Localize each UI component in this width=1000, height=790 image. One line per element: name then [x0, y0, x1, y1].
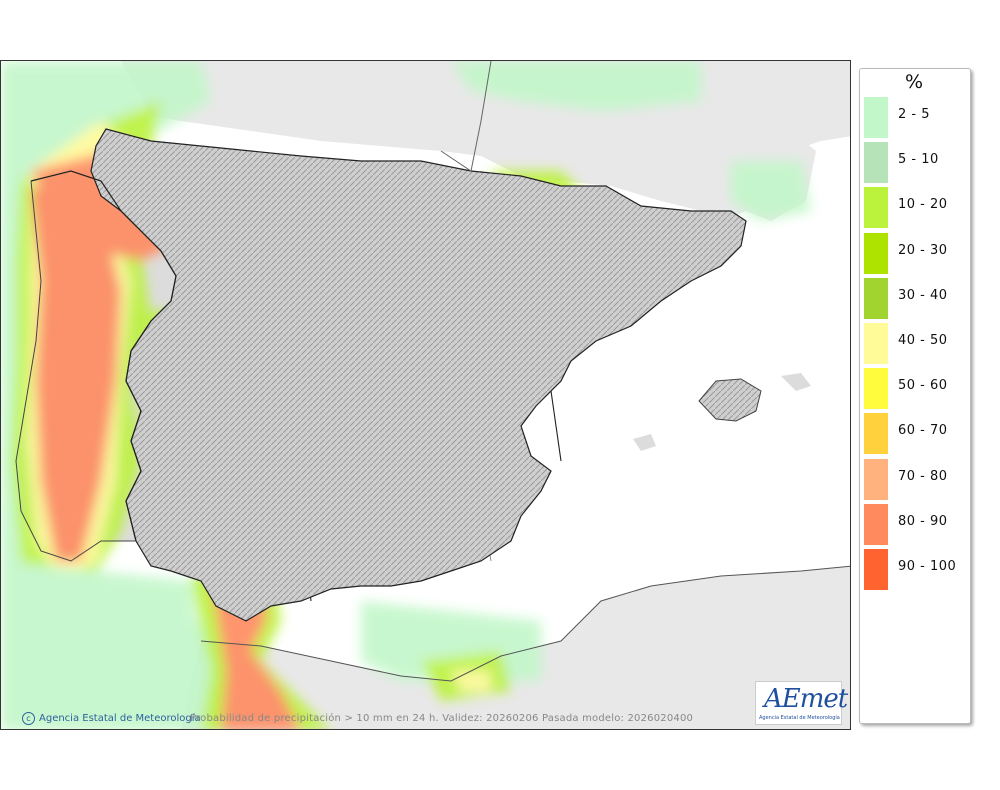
legend-unit: % [904, 71, 924, 93]
legend-swatch [864, 97, 888, 138]
legend-label: 2 - 5 [898, 107, 930, 122]
legend-label: 50 - 60 [898, 378, 948, 394]
legend-label: 40 - 50 [898, 333, 948, 348]
legend-row: 10 - 20 [864, 183, 968, 229]
legend-swatch [864, 368, 888, 410]
legend-swatch [864, 187, 888, 229]
legend-label: 80 - 90 [898, 513, 948, 529]
logo-wordmark: AEmet [764, 684, 848, 714]
legend-swatch [864, 458, 888, 500]
legend-swatch [864, 549, 888, 590]
legend-label: 30 - 40 [898, 287, 948, 303]
ibiza [633, 434, 656, 451]
legend-row: 50 - 60 [864, 364, 968, 410]
precipitation-probability-map[interactable] [0, 60, 851, 730]
legend-swatch [864, 413, 888, 455]
map-caption: Probabilidad de precipitación > 10 mm en… [190, 713, 694, 724]
map-canvas [1, 61, 850, 729]
legend-swatch [864, 232, 888, 274]
legend-row: 60 - 70 [864, 409, 968, 455]
legend-row: 80 - 90 [864, 500, 968, 545]
legend-swatch [864, 277, 888, 319]
legend-row: 2 - 5 [864, 93, 968, 138]
legend-swatch [864, 142, 888, 184]
aemet-logo: AEmet Agencia Estatal de Meteorología [755, 681, 848, 725]
logo-subtitle: Agencia Estatal de Meteorología [759, 715, 840, 721]
legend-row: 30 - 40 [864, 274, 968, 319]
africa-land [181, 566, 850, 729]
legend-row: 70 - 80 [864, 455, 968, 500]
legend-row: 40 - 50 [864, 319, 968, 364]
legend: % 2 - 5 5 - 10 10 - 20 20 - 30 30 - 40 40 - 5… [859, 68, 971, 724]
menorca [781, 373, 811, 391]
legend-row: 20 - 30 [864, 229, 968, 274]
legend-row: 90 - 100 [864, 545, 968, 590]
credit-text: Agencia Estatal de Meteorología [39, 713, 201, 724]
legend-label: 20 - 30 [898, 242, 948, 258]
legend-label: 10 - 20 [898, 197, 948, 213]
legend-swatch [864, 323, 888, 364]
mallorca [699, 379, 761, 421]
france-coast [440, 61, 492, 172]
legend-label: 70 - 80 [898, 468, 948, 484]
legend-swatch [864, 503, 888, 545]
portugal-coast [15, 180, 136, 562]
legend-label: 60 - 70 [898, 423, 948, 439]
legend-label: 5 - 10 [898, 152, 939, 168]
africa-coast [200, 565, 850, 682]
legend-label: 90 - 100 [898, 559, 957, 574]
copyright-icon: c [22, 712, 35, 725]
legend-row: 5 - 10 [864, 138, 968, 184]
portugal-border [30, 170, 177, 542]
credit: c Agencia Estatal de Meteorología [22, 712, 201, 725]
